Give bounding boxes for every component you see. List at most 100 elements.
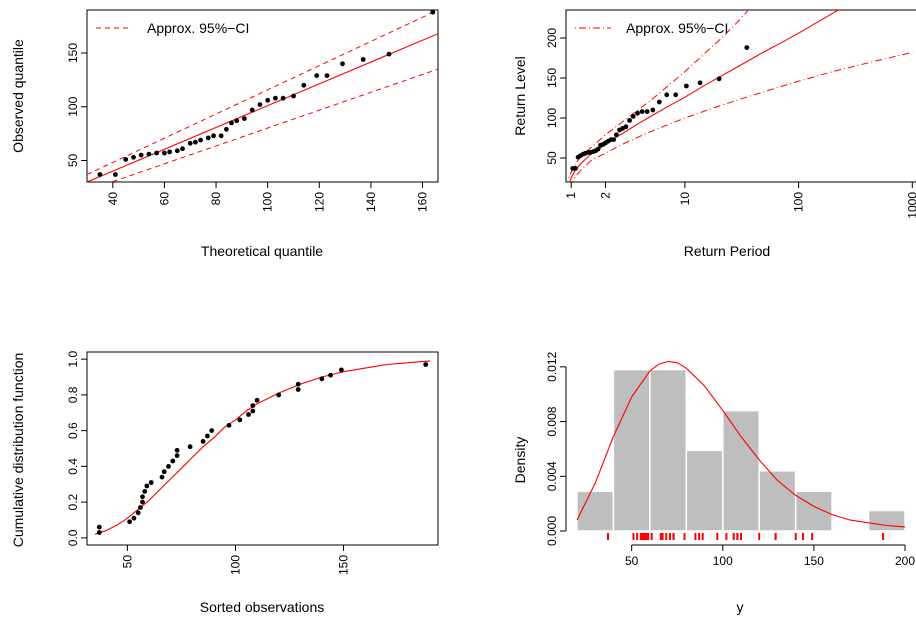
qq-x-axis-label: Theoretical quantile [201, 243, 323, 259]
return-level-point [744, 45, 750, 50]
qq-x-tick-label: 80 [209, 192, 223, 206]
density-histogram-bar [612, 368, 651, 532]
return-level-point [630, 114, 636, 119]
density-y-tick-label: 0.008 [545, 406, 559, 436]
return-level-point [673, 92, 679, 98]
qq-point [229, 120, 234, 126]
qq-point [249, 107, 255, 113]
qq-ci-upper-line [87, 10, 438, 175]
cdf-point [140, 499, 145, 505]
return-level-x-tick-label: 1000 [905, 192, 916, 219]
cdf-fit-line [94, 360, 431, 535]
qq-x-tick-label: 40 [106, 192, 120, 206]
qq-point [280, 95, 286, 101]
qq-plot-panel: 40 60 80 100 120 140 160 50 100 150 Approx. 95%−C… [10, 9, 439, 259]
density-x-tick-label: 100 [713, 554, 733, 568]
cdf-point [140, 494, 145, 500]
return-level-x-axis-label: Return Period [684, 243, 770, 259]
density-x-axis-label: y [737, 599, 744, 615]
return-level-point [635, 110, 640, 116]
cdf-point [127, 519, 132, 525]
cdf-frame [86, 351, 439, 546]
cdf-x-tick-label: 150 [337, 555, 351, 575]
cdf-point [159, 474, 165, 480]
density-histogram-bar [794, 490, 833, 532]
density-curve-line [576, 360, 906, 528]
cdf-point [319, 376, 325, 382]
cdf-y-tick-label: 0.6 [66, 422, 80, 439]
density-histogram-bar [649, 368, 688, 532]
cdf-point [246, 412, 251, 417]
cdf-point [205, 433, 210, 439]
cdf-y-tick-label: 0.8 [66, 386, 80, 403]
return-level-y-tick-label: 50 [545, 151, 559, 165]
cdf-x-axis-label: Sorted observations [200, 599, 325, 615]
return-level-legend-label: Approx. 95%−CI [626, 20, 728, 36]
qq-plot-frame [86, 9, 439, 183]
cdf-point [423, 362, 429, 367]
return-level-ci-upper-line [568, 10, 749, 179]
qq-legend-label: Approx. 95%−CI [147, 20, 249, 36]
cdf-y-tick-label: 0.2 [66, 493, 80, 510]
density-y-axis-label: Density [512, 437, 528, 484]
density-histogram-bar [576, 490, 615, 532]
qq-point [187, 140, 193, 146]
qq-point [386, 51, 392, 57]
cdf-panel: 50 100 150 0.0 0.2 0.4 0.6 0.8 1.0 Sorted observ… [10, 350, 439, 615]
qq-point [198, 137, 204, 143]
qq-x-tick-label: 120 [312, 192, 326, 212]
return-level-point [627, 118, 632, 123]
return-level-frame [565, 9, 916, 183]
cdf-point [254, 397, 260, 403]
cdf-point [250, 408, 256, 414]
qq-point [430, 9, 436, 15]
cdf-y-tick-label: 0.0 [66, 529, 80, 546]
qq-point [174, 148, 180, 154]
density-y-tick-label: 0.012 [545, 352, 559, 382]
qq-point [146, 151, 152, 157]
return-level-y-tick-label: 200 [545, 28, 559, 48]
cdf-point [161, 469, 167, 475]
qq-point [224, 126, 229, 132]
qq-point [113, 172, 118, 177]
cdf-point [339, 367, 344, 373]
qq-point [97, 172, 103, 177]
density-x-tick-label: 50 [625, 554, 639, 568]
cdf-point [209, 428, 215, 433]
qq-x-tick-label: 100 [261, 192, 275, 212]
cdf-point [148, 480, 154, 485]
density-x-tick-label: 150 [804, 554, 824, 568]
qq-x-tick-label: 60 [157, 192, 171, 206]
cdf-point [295, 387, 301, 392]
cdf-y-axis-label: Cumulative distribution function [10, 353, 26, 548]
cdf-point [174, 453, 180, 458]
cdf-point [135, 510, 141, 516]
cdf-point [170, 458, 176, 464]
qq-point [324, 73, 330, 78]
return-level-point [664, 92, 670, 98]
qq-point [180, 146, 185, 152]
qq-legend: Approx. 95%−CI [96, 20, 249, 36]
density-x-tick-label: 200 [895, 554, 915, 568]
return-level-point [656, 99, 662, 105]
density-histogram-bar [685, 449, 724, 532]
return-level-point [623, 124, 629, 130]
qq-point [167, 149, 173, 155]
qq-point [205, 135, 211, 141]
return-level-point [644, 109, 650, 114]
cdf-point [250, 403, 256, 408]
return-level-point [650, 107, 656, 113]
return-level-point [697, 80, 703, 86]
cdf-point [328, 372, 333, 378]
return-level-legend: Approx. 95%−CI [575, 20, 728, 36]
density-y-tick-label: 0.000 [545, 516, 559, 546]
qq-x-tick-label: 160 [416, 192, 430, 212]
cdf-point [144, 483, 150, 489]
cdf-point [96, 530, 102, 535]
cdf-point [174, 447, 180, 453]
qq-point [193, 139, 198, 145]
qq-point [234, 118, 240, 124]
qq-ci-lower-line [110, 68, 438, 182]
cdf-point [295, 381, 301, 387]
return-level-point [614, 132, 619, 138]
